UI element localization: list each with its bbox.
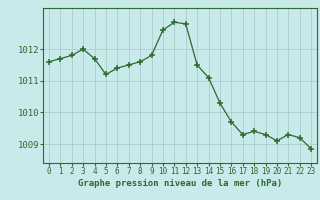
X-axis label: Graphe pression niveau de la mer (hPa): Graphe pression niveau de la mer (hPa) [78,179,282,188]
